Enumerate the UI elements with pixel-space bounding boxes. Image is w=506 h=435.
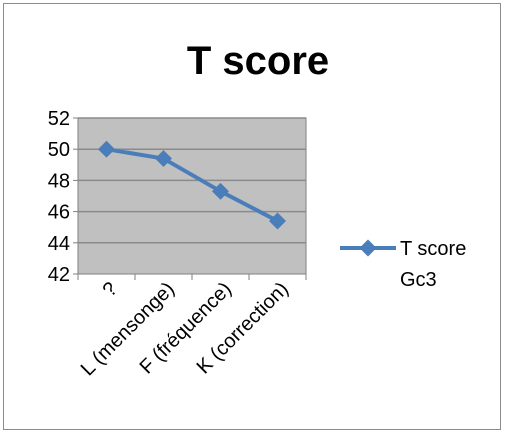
chart-title: T score bbox=[187, 39, 329, 83]
y-tick-label: 50 bbox=[48, 139, 70, 161]
data-point bbox=[212, 182, 229, 200]
series-line bbox=[106, 147, 279, 223]
legend-marker bbox=[359, 239, 377, 257]
y-tick-label: 42 bbox=[48, 264, 70, 286]
plot-area bbox=[77, 117, 307, 275]
x-tick-label: ? bbox=[99, 278, 122, 301]
data-point bbox=[155, 150, 172, 168]
y-tick-label: 52 bbox=[48, 108, 70, 130]
y-tick-label: 46 bbox=[48, 202, 70, 224]
legend-label-line1: T score bbox=[400, 238, 466, 260]
y-tick-label: 48 bbox=[48, 170, 70, 192]
data-point bbox=[269, 212, 286, 230]
legend-label-line2: Gc3 bbox=[400, 269, 437, 291]
y-tick-label: 44 bbox=[48, 233, 70, 255]
legend: T score Gc3 bbox=[340, 238, 466, 291]
data-point bbox=[98, 140, 115, 158]
